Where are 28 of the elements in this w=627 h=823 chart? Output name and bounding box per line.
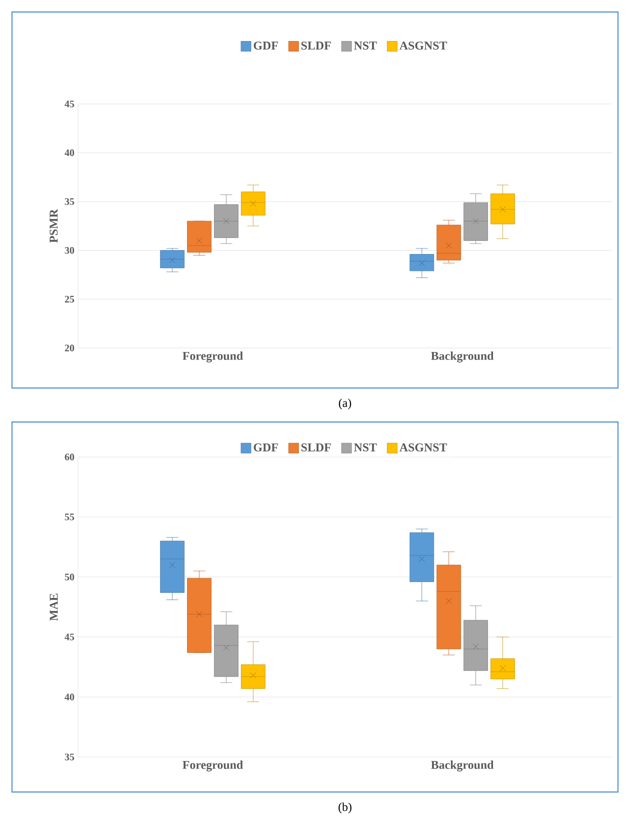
legend-label: SLDF — [301, 443, 331, 452]
x-tick-label: Foreground — [182, 760, 243, 772]
y-tick-label: 45 — [64, 634, 74, 640]
y-tick-label: 50 — [64, 574, 74, 580]
x-tick-label: Foreground — [182, 352, 243, 362]
y-tick-label: 40 — [64, 149, 74, 156]
y-tick-label: 45 — [64, 100, 74, 108]
y-tick-label: 35 — [64, 754, 74, 760]
y-tick-label: 55 — [64, 514, 74, 520]
legend-label: GDF — [254, 443, 278, 452]
x-tick-label: Background — [431, 760, 494, 772]
y-tick-label: 20 — [64, 344, 74, 352]
y-tick-label: 25 — [64, 296, 74, 303]
legend-label: GDF — [254, 42, 278, 50]
x-tick-label: Background — [431, 352, 494, 362]
y-tick-label: 35 — [64, 198, 74, 205]
text: (a) — [338, 398, 352, 410]
legend-label: ASGNST — [399, 42, 448, 50]
text: (b) — [338, 802, 352, 814]
legend-label: ASGNST — [399, 443, 448, 452]
legend-label: SLDF — [301, 42, 331, 50]
legend-label: NST — [354, 443, 377, 452]
y-tick-label: 30 — [64, 247, 74, 254]
y-axis-title: PSMR — [50, 208, 58, 243]
y-axis-title: MAE — [50, 594, 58, 621]
y-tick-label: 40 — [64, 694, 74, 700]
y-tick-label: 60 — [64, 454, 74, 460]
legend-label: NST — [354, 42, 377, 50]
